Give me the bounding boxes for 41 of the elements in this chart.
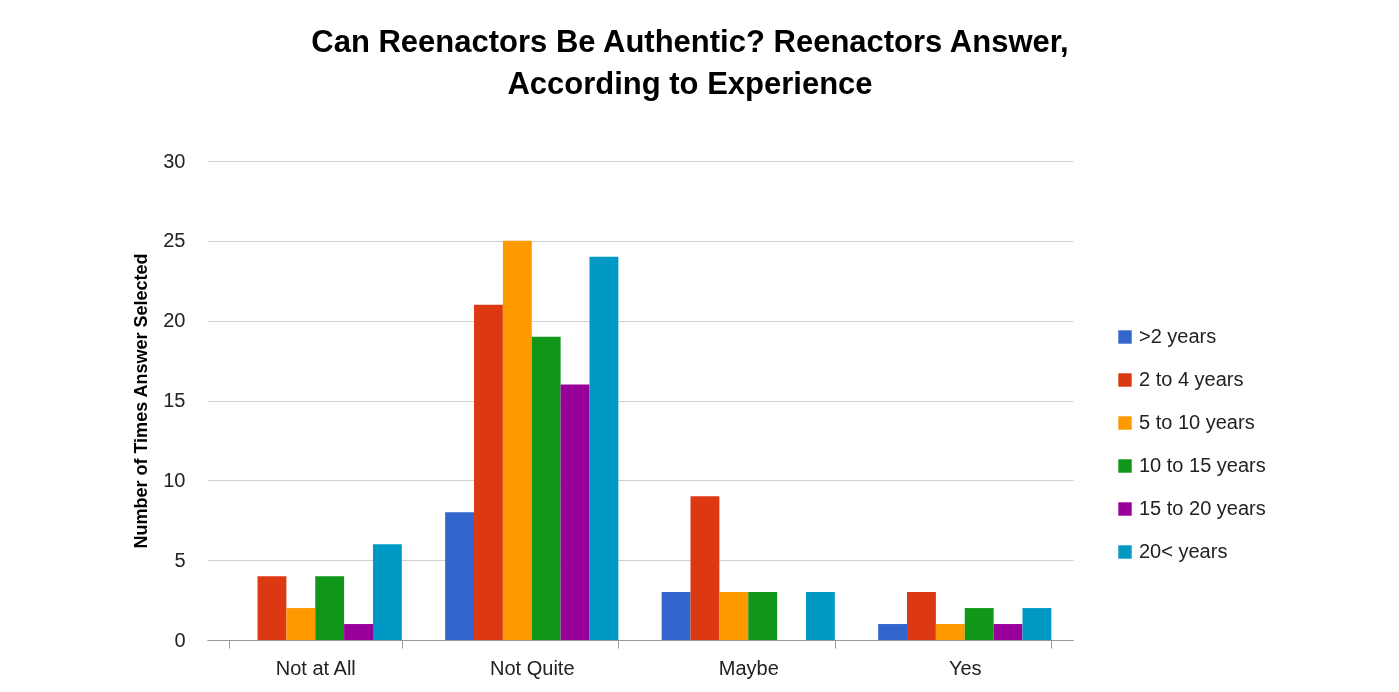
bar	[993, 624, 1023, 640]
x-tick-label: Not Quite	[490, 656, 575, 679]
bar	[257, 576, 287, 640]
bar	[445, 512, 475, 640]
bar	[907, 592, 936, 640]
bar	[748, 592, 778, 640]
bar	[935, 624, 965, 640]
bar	[964, 608, 994, 640]
bar	[474, 304, 503, 640]
x-tick-label: Maybe	[718, 656, 779, 679]
bar	[1022, 608, 1052, 640]
y-tick-label: 15	[163, 389, 186, 411]
bar	[560, 384, 590, 640]
y-tick-label: 20	[163, 309, 186, 332]
y-tick-label: 25	[163, 229, 186, 252]
legend-label: >2 years	[1139, 325, 1217, 347]
legend-label: 10 to 15 years	[1139, 454, 1266, 476]
legend-label: 20< years	[1139, 540, 1228, 562]
bar	[315, 576, 345, 640]
bar	[589, 256, 619, 640]
bar	[805, 592, 835, 640]
y-tick-label: 30	[163, 149, 186, 172]
x-tick-label: Not at All	[275, 656, 356, 679]
x-tick-label: Yes	[948, 656, 982, 679]
y-tick-label: 5	[174, 548, 186, 571]
bar	[286, 608, 316, 640]
y-tick-label: 10	[163, 468, 186, 491]
y-tick-label: 0	[174, 628, 186, 651]
bar	[661, 592, 691, 640]
legend-label: 15 to 20 years	[1139, 497, 1266, 519]
bar	[531, 336, 561, 640]
y-axis-title: Number of Times Answer Selected	[131, 253, 152, 549]
bar	[372, 544, 402, 640]
bar	[719, 592, 749, 640]
bar	[502, 240, 532, 640]
legend-label: 5 to 10 years	[1139, 411, 1255, 433]
bar	[878, 624, 908, 640]
bar	[344, 624, 373, 640]
chart-title: Can Reenactors Be Authentic? Reenactors Answer, According to Experience	[311, 24, 1069, 101]
bar	[690, 496, 720, 640]
legend-label: 2 to 4 years	[1139, 368, 1244, 390]
